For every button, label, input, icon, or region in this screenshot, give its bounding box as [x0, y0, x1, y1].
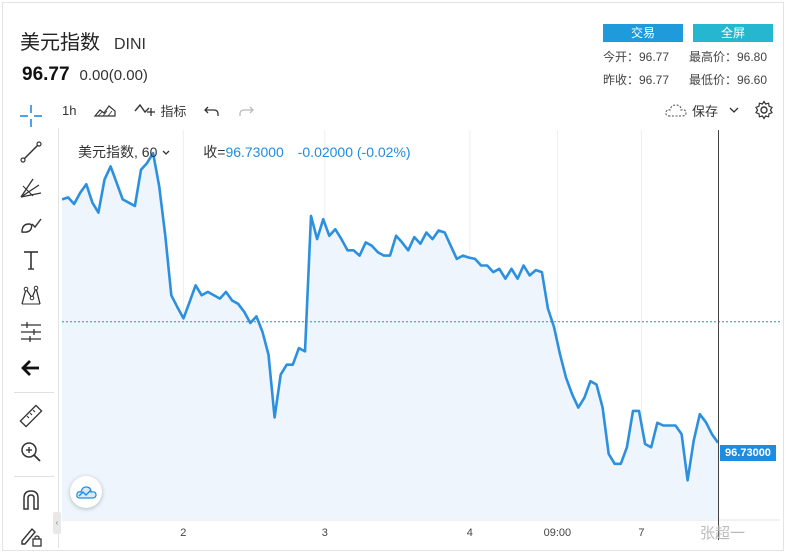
save-label: 保存 [691, 103, 718, 119]
crosshair-tool[interactable] [18, 103, 44, 129]
cloud-chart-icon [76, 486, 97, 499]
price-area-fill [62, 153, 718, 520]
last-price-label: 96.73000 [720, 445, 776, 461]
x-tick-label: 2 [180, 527, 186, 539]
cloud-icon [665, 104, 687, 117]
chart-legend: 美元指数, 60 收=96.73000 -0.02000 (-0.02%) [78, 142, 411, 162]
instrument-title: 美元指数 [20, 32, 100, 54]
price-chart[interactable]: 2 3 4 09:00 7 [61, 130, 780, 550]
undo-icon [204, 106, 220, 116]
toolbar-divider [58, 128, 59, 548]
open-price: 今开：96.77 [603, 50, 670, 64]
collapse-toolbar-tab[interactable]: ‹ [53, 512, 61, 534]
ruler-icon [19, 404, 43, 428]
pencil-lock-icon [21, 527, 42, 547]
x-tick-label: 09:00 [544, 527, 572, 539]
arrow-left-icon [21, 360, 39, 376]
chevron-down-icon [162, 150, 170, 155]
fib-tool[interactable] [18, 175, 44, 201]
settings-button[interactable] [754, 100, 774, 120]
price-row: 96.77 0.00(0.00) [22, 64, 148, 86]
chevron-down-icon [729, 107, 739, 113]
low-price: 最低价：96.60 [689, 73, 768, 87]
brush-tool[interactable] [18, 211, 44, 237]
interval-selector[interactable]: 1h [62, 103, 76, 118]
lock-drawing-tool[interactable] [18, 523, 44, 549]
legend-change-value: -0.02000 (-0.02%) [297, 144, 411, 160]
quote-box: 交易 全屏 今开：96.77 最高价：96.80 昨收：96.77 最低价：96… [603, 24, 773, 88]
instrument-symbol: DINI [114, 36, 146, 53]
price-line [61, 151, 720, 482]
price-chart-svg: 2 3 4 09:00 7 [61, 130, 780, 540]
x-tick-label: 4 [467, 527, 473, 539]
x-tick-label: 3 [322, 527, 328, 539]
fan-lines-icon [20, 178, 42, 198]
interval-label: 1h [62, 102, 77, 118]
magnet-icon [23, 490, 39, 510]
crosshair-icon [20, 105, 42, 127]
legend-close-label: 收= [203, 144, 226, 160]
chart-logo-button[interactable] [70, 476, 102, 508]
ruler-tool[interactable] [18, 403, 44, 429]
watermark-text: 张超一 [700, 525, 746, 542]
legend-series-name: 美元指数, 60 [78, 144, 158, 160]
range-icon [21, 322, 41, 342]
pattern-icon [21, 285, 41, 305]
text-tool[interactable] [18, 247, 44, 273]
indicators-button[interactable]: 指标 [134, 101, 186, 120]
measure-tool[interactable] [18, 319, 44, 345]
current-price: 96.77 [22, 64, 70, 85]
gear-icon [755, 100, 773, 120]
legend-series[interactable]: 美元指数, 60 [78, 142, 171, 162]
magnet-tool[interactable] [18, 487, 44, 513]
prev-close-price: 昨收：96.77 [603, 73, 670, 87]
pattern-tool[interactable] [18, 283, 44, 309]
x-tick-label: 7 [638, 527, 644, 539]
brush-icon [21, 218, 42, 233]
fullscreen-button[interactable]: 全屏 [693, 24, 773, 42]
trade-button[interactable]: 交易 [603, 24, 683, 42]
undo-button[interactable] [204, 103, 220, 117]
chart-toolbar: 1h 指标 保存 [62, 98, 774, 122]
indicator-icon [134, 103, 156, 116]
trend-line-tool[interactable] [18, 139, 44, 165]
high-price: 最高价：96.80 [689, 50, 768, 64]
legend-close: 收=96.73000 -0.02000 (-0.02%) [203, 142, 410, 162]
area-chart-icon [94, 105, 117, 117]
price-change: 0.00(0.00) [79, 67, 148, 84]
chart-type-button[interactable] [94, 103, 117, 117]
legend-close-value: 96.73000 [225, 144, 284, 160]
text-icon [24, 251, 38, 270]
tool-separator [14, 476, 54, 477]
trend-line-icon [20, 141, 42, 163]
drawing-toolbar [10, 100, 54, 550]
instrument-header: 美元指数 DINI [20, 26, 146, 55]
zoom-in-icon [21, 442, 41, 462]
indicators-label: 指标 [160, 103, 187, 119]
back-tool[interactable] [18, 355, 44, 381]
zoom-tool[interactable] [18, 439, 44, 465]
save-button[interactable]: 保存 [664, 101, 740, 120]
redo-button[interactable] [238, 103, 255, 117]
redo-icon [239, 106, 255, 116]
tool-separator [14, 392, 54, 393]
